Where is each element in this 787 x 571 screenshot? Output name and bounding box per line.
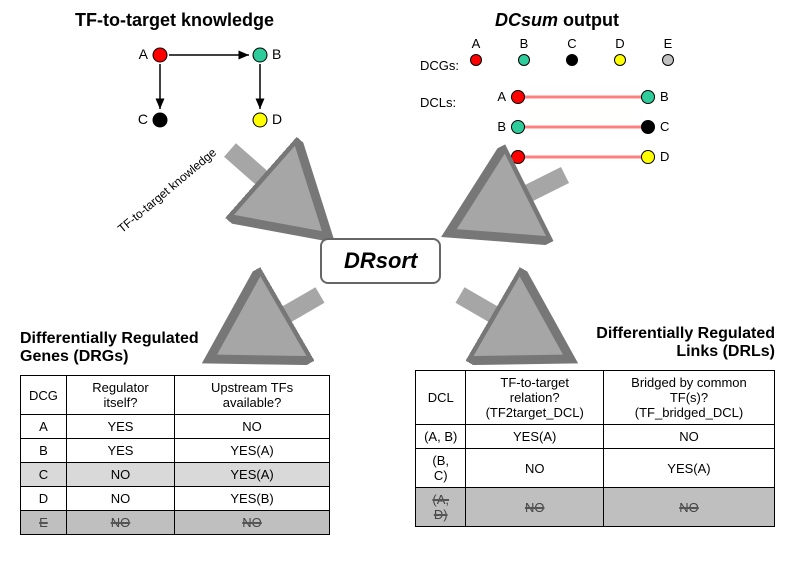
drl-header: Bridged by common TF(s)?(TF_bridged_DCL) [603, 371, 774, 425]
table-row: (A, B)YES(A)NO [416, 425, 775, 449]
table-row: (B, C)NOYES(A) [416, 449, 775, 488]
drl-title: Differentially Regulated Links (DRLs) [585, 325, 775, 361]
drg-header: Regulator itself? [66, 376, 174, 415]
table-row: ENONO [21, 511, 330, 535]
drl-header: TF-to-target relation?(TF2target_DCL) [466, 371, 604, 425]
table-row: (A, D)NONO [416, 488, 775, 527]
drsort-box: DRsort [320, 238, 441, 284]
table-row: AYESNO [21, 415, 330, 439]
drl-title-1: Differentially Regulated [596, 325, 775, 342]
drl-header: DCL [416, 371, 466, 425]
drg-title-2: Genes (DRGs) [20, 348, 128, 365]
drl-title-2: Links (DRLs) [676, 343, 775, 360]
table-row: CNOYES(A) [21, 463, 330, 487]
drl-table: DCLTF-to-target relation?(TF2target_DCL)… [415, 370, 775, 527]
drg-header: Upstream TFs available? [175, 376, 330, 415]
drg-title-1: Differentially Regulated [20, 330, 199, 347]
table-row: BYESYES(A) [21, 439, 330, 463]
drg-title: Differentially Regulated Genes (DRGs) [20, 330, 199, 366]
table-row: DNOYES(B) [21, 487, 330, 511]
drg-table: DCGRegulator itself?Upstream TFs availab… [20, 375, 330, 535]
drg-header: DCG [21, 376, 67, 415]
